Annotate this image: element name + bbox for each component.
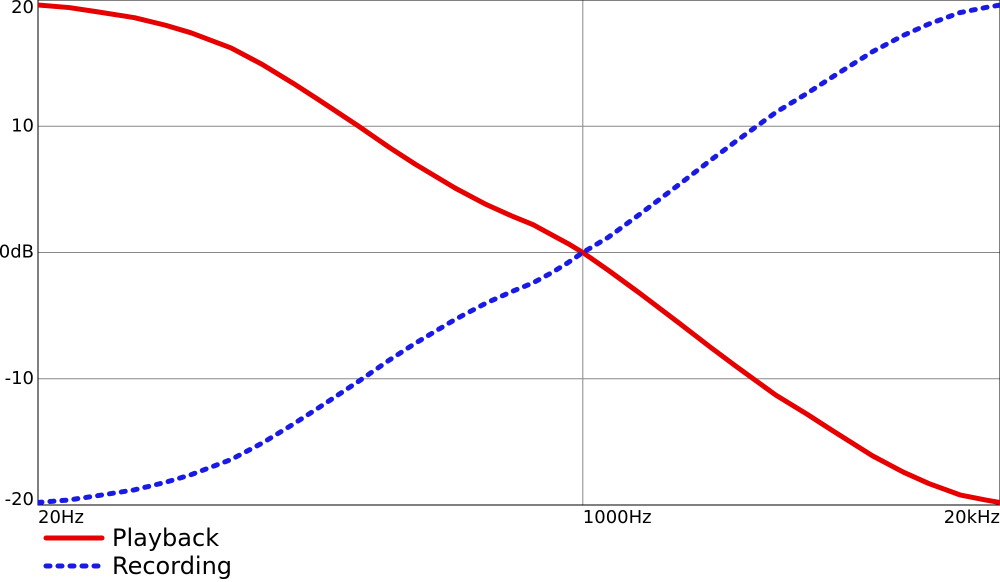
y-tick-label: -20 (5, 489, 34, 510)
y-tick-label: 10 (11, 115, 34, 136)
x-tick-label: 1000Hz (583, 507, 652, 528)
y-tick-label: 20 (11, 0, 34, 18)
frequency-response-chart: -20 -10 0dB 10 20 20Hz 1000Hz 20kHz PlaybackReco… (0, 0, 1000, 582)
y-tick-label: -10 (5, 368, 34, 389)
x-tick-label: 20Hz (38, 507, 84, 528)
y-tick-label: 0dB (0, 242, 34, 263)
legend-label-playback: Playback (112, 524, 219, 552)
legend-label-recording: Recording (112, 552, 232, 580)
x-tick-label: 20kHz (944, 507, 1000, 528)
